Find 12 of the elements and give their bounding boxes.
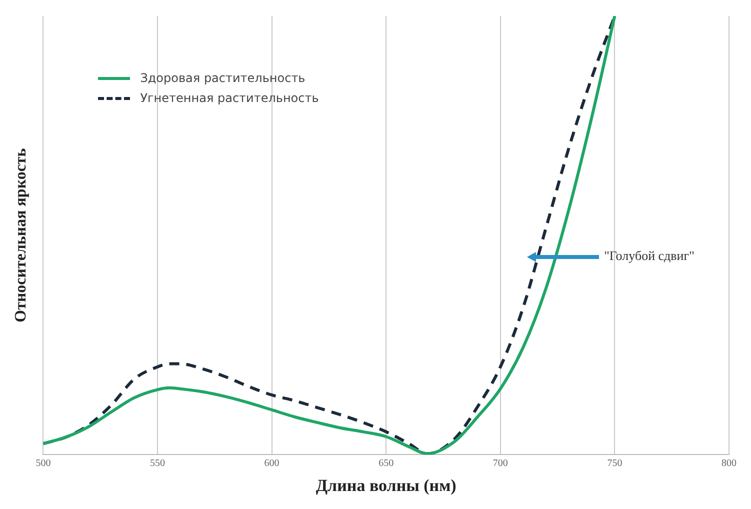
legend-label: Здоровая растительность <box>140 71 306 85</box>
x-tick-label: 700 <box>492 458 508 470</box>
x-axis-title: Длина волны (нм) <box>316 476 456 496</box>
y-axis-title: Относительная яркость <box>12 148 30 322</box>
legend-label: Угнетенная растительность <box>140 91 319 105</box>
x-tick-label: 500 <box>36 458 51 470</box>
x-tick-label: 600 <box>264 458 280 470</box>
annotation: "Голубой сдвиг" <box>604 248 694 264</box>
x-tick-label: 800 <box>722 458 736 470</box>
x-tick-label: 550 <box>150 458 165 470</box>
x-tick-label: 750 <box>607 458 622 470</box>
x-tick-label: 650 <box>378 458 394 470</box>
